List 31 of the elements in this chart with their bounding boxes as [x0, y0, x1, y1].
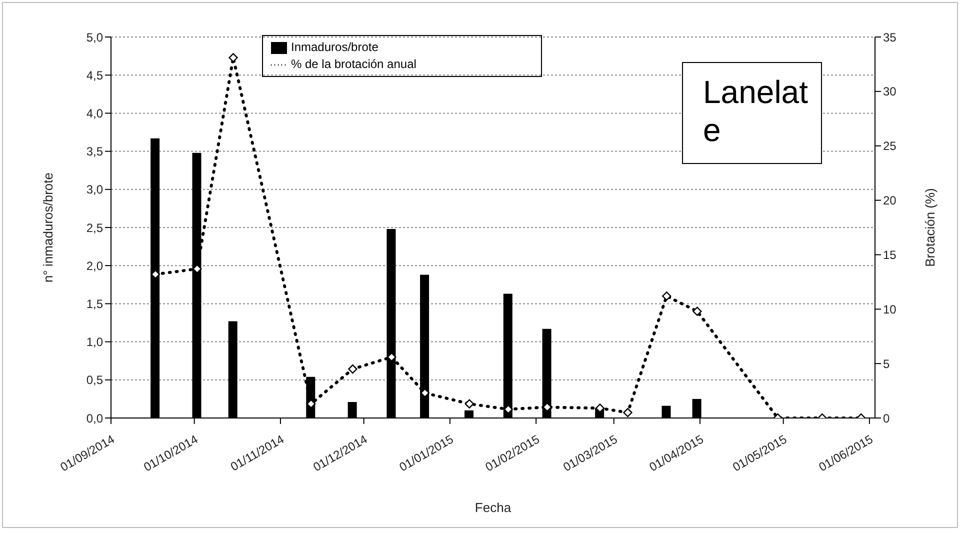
y-tick-label: 0,5: [86, 373, 104, 388]
point: [692, 306, 702, 316]
point: [348, 364, 358, 374]
y-tick-label: 5,0: [86, 30, 104, 44]
point: [623, 408, 632, 418]
y-tick-label: 1,5: [86, 296, 104, 311]
y-tick-label: 3,5: [86, 144, 104, 159]
y2-tick-label: 35: [883, 30, 897, 44]
y-tick-label: 4,5: [86, 68, 104, 82]
y2-tick-label: 30: [883, 84, 897, 99]
legend-label: % de la brotación anual: [291, 56, 416, 71]
point: [595, 404, 605, 413]
y-tick-label: 4,0: [86, 106, 104, 120]
y2-tick-label: 20: [883, 194, 897, 208]
y-tick-label: 3,0: [86, 182, 104, 197]
y2-tick-label: 15: [883, 248, 897, 262]
y-tick-label: 2,5: [86, 220, 104, 235]
point: [464, 399, 474, 408]
y-tick-label: 0,0: [86, 411, 104, 426]
y-tick-label: 2,0: [86, 258, 104, 273]
y2-tick-label: 10: [883, 302, 897, 316]
annotation: Lanelate: [682, 62, 822, 164]
y2-tick-label: 5: [883, 356, 890, 371]
y2-tick-label: 25: [883, 139, 897, 154]
y2-tick-label: 0: [883, 411, 890, 426]
x-axis-title: Fecha: [474, 500, 512, 515]
y-axis-title: n° inmaduros/brote: [40, 172, 56, 282]
y-tick-label: 1,0: [86, 335, 104, 350]
legend-label: Inmaduros/brote: [291, 40, 378, 54]
y2-axis-title: Brotación (%): [922, 188, 938, 267]
point: [662, 291, 672, 301]
